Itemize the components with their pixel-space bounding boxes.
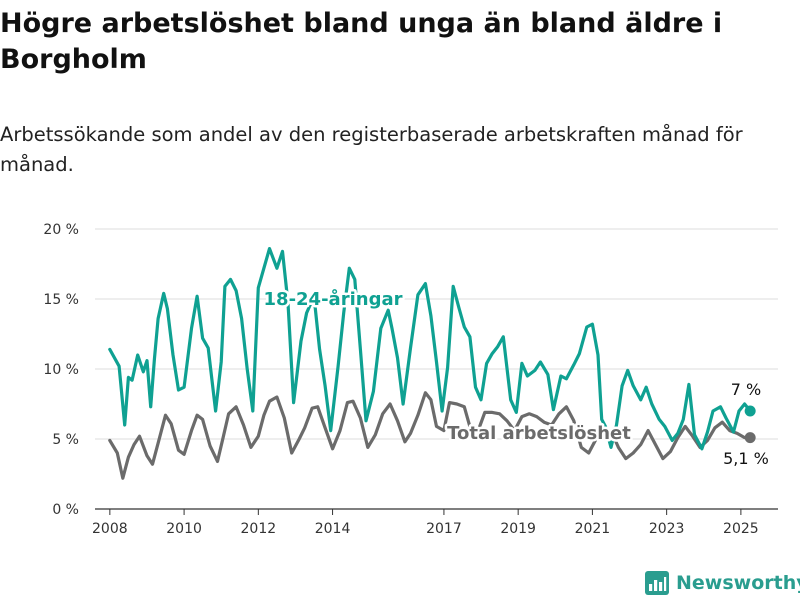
x-tick-label: 2019 [500, 521, 536, 537]
brand-name: Newsworthy [676, 572, 800, 594]
x-tick-label: 2025 [723, 521, 759, 537]
chart-subtitle: Arbetssökande som andel av den registerb… [0, 123, 743, 176]
series-lines [108, 247, 756, 480]
end-point-youth [744, 405, 756, 417]
end-label-youth: 7 % [731, 380, 761, 399]
bar-chart-icon [645, 571, 669, 595]
y-tick-label: 5 % [52, 432, 79, 448]
y-tick-label: 10 % [43, 362, 79, 378]
x-axis-tick-labels: 2008 2010 2012 2014 2017 2019 2021 2023 2025 [92, 509, 759, 537]
y-tick-label: 15 % [43, 292, 79, 308]
end-point-total [744, 432, 756, 444]
newsworthy-logo: Newsworthy [645, 570, 800, 596]
series-labels: 18-24-åringar Total arbetslöshet 7 % 5,1 % [261, 286, 771, 471]
y-tick-label: 0 % [52, 502, 79, 518]
x-tick-label: 2010 [166, 521, 202, 537]
series-line-youth [108, 247, 752, 451]
x-tick-label: 2008 [92, 521, 128, 537]
series-line-total [108, 391, 752, 480]
series-label-youth: 18-24-åringar [264, 288, 403, 310]
y-axis-tick-labels: 0 % 5 % 10 % 15 % 20 % [43, 222, 79, 518]
x-tick-label: 2014 [315, 521, 351, 537]
x-tick-label: 2012 [241, 521, 277, 537]
y-tick-label: 20 % [43, 222, 79, 238]
x-tick-label: 2017 [426, 521, 462, 537]
x-tick-label: 2023 [649, 521, 685, 537]
x-tick-label: 2021 [575, 521, 611, 537]
end-label-total: 5,1 % [723, 449, 769, 468]
series-label-total: Total arbetslöshet [447, 423, 631, 444]
chart-title: Högre arbetslöshet bland unga än bland ä… [0, 8, 723, 75]
